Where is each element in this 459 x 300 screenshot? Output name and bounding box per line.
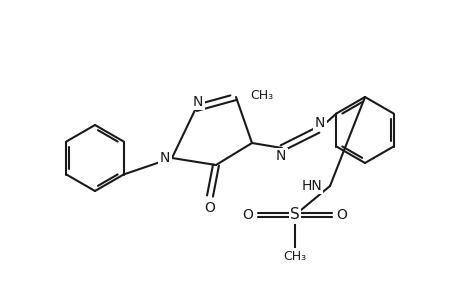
Text: CH₃: CH₃: [249, 88, 273, 101]
Text: O: O: [204, 201, 215, 215]
Text: HN: HN: [301, 179, 321, 193]
Text: N: N: [192, 95, 203, 109]
Text: N: N: [275, 149, 285, 163]
Text: S: S: [290, 208, 299, 223]
Text: CH₃: CH₃: [283, 250, 306, 262]
Text: N: N: [159, 151, 170, 165]
Text: O: O: [242, 208, 253, 222]
Text: O: O: [336, 208, 347, 222]
Text: N: N: [314, 116, 325, 130]
